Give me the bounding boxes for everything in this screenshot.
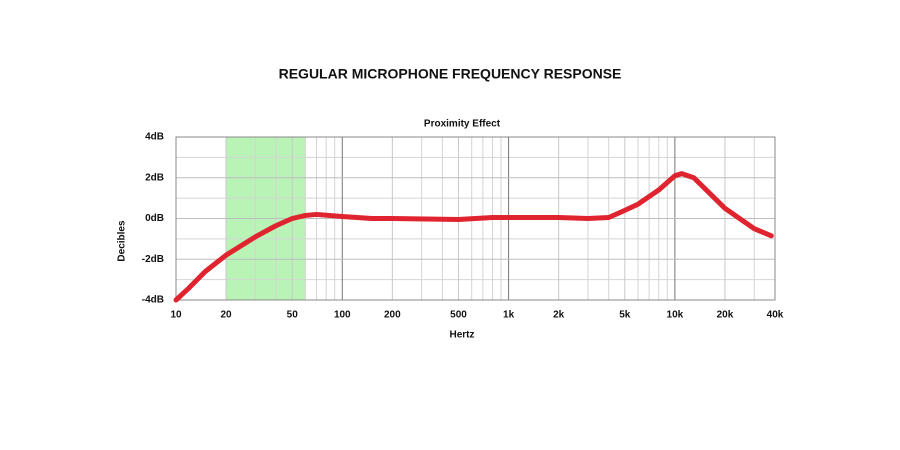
x-tick-label: 50	[287, 310, 299, 321]
y-tick-label: -4dB	[142, 295, 164, 306]
x-tick-label: 200	[384, 310, 401, 321]
plot-frame	[175, 136, 776, 301]
y-axis-label: Decibles	[117, 220, 128, 262]
chart-title: REGULAR MICROPHONE FREQUENCY RESPONSE	[279, 66, 622, 82]
chart-subtitle: Proximity Effect	[424, 119, 501, 130]
x-tick-label: 2k	[553, 310, 565, 321]
y-tick-label: 0dB	[145, 213, 164, 224]
x-tick-label: 500	[450, 310, 467, 321]
y-tick-label: 4dB	[145, 132, 164, 143]
x-tick-label: 40k	[767, 310, 784, 321]
response-line	[173, 171, 774, 303]
x-tick-label: 10	[170, 310, 182, 321]
x-tick-label: 100	[334, 310, 351, 321]
x-tick-label: 1k	[503, 310, 515, 321]
x-axis-label: Hertz	[449, 330, 474, 341]
x-tick-label: 20k	[717, 310, 734, 321]
x-tick-label: 5k	[619, 310, 631, 321]
y-tick-label: 2dB	[145, 172, 164, 183]
x-tick-label: 10k	[667, 310, 684, 321]
x-tick-label: 20	[220, 310, 232, 321]
y-tick-label: -2dB	[142, 254, 164, 265]
